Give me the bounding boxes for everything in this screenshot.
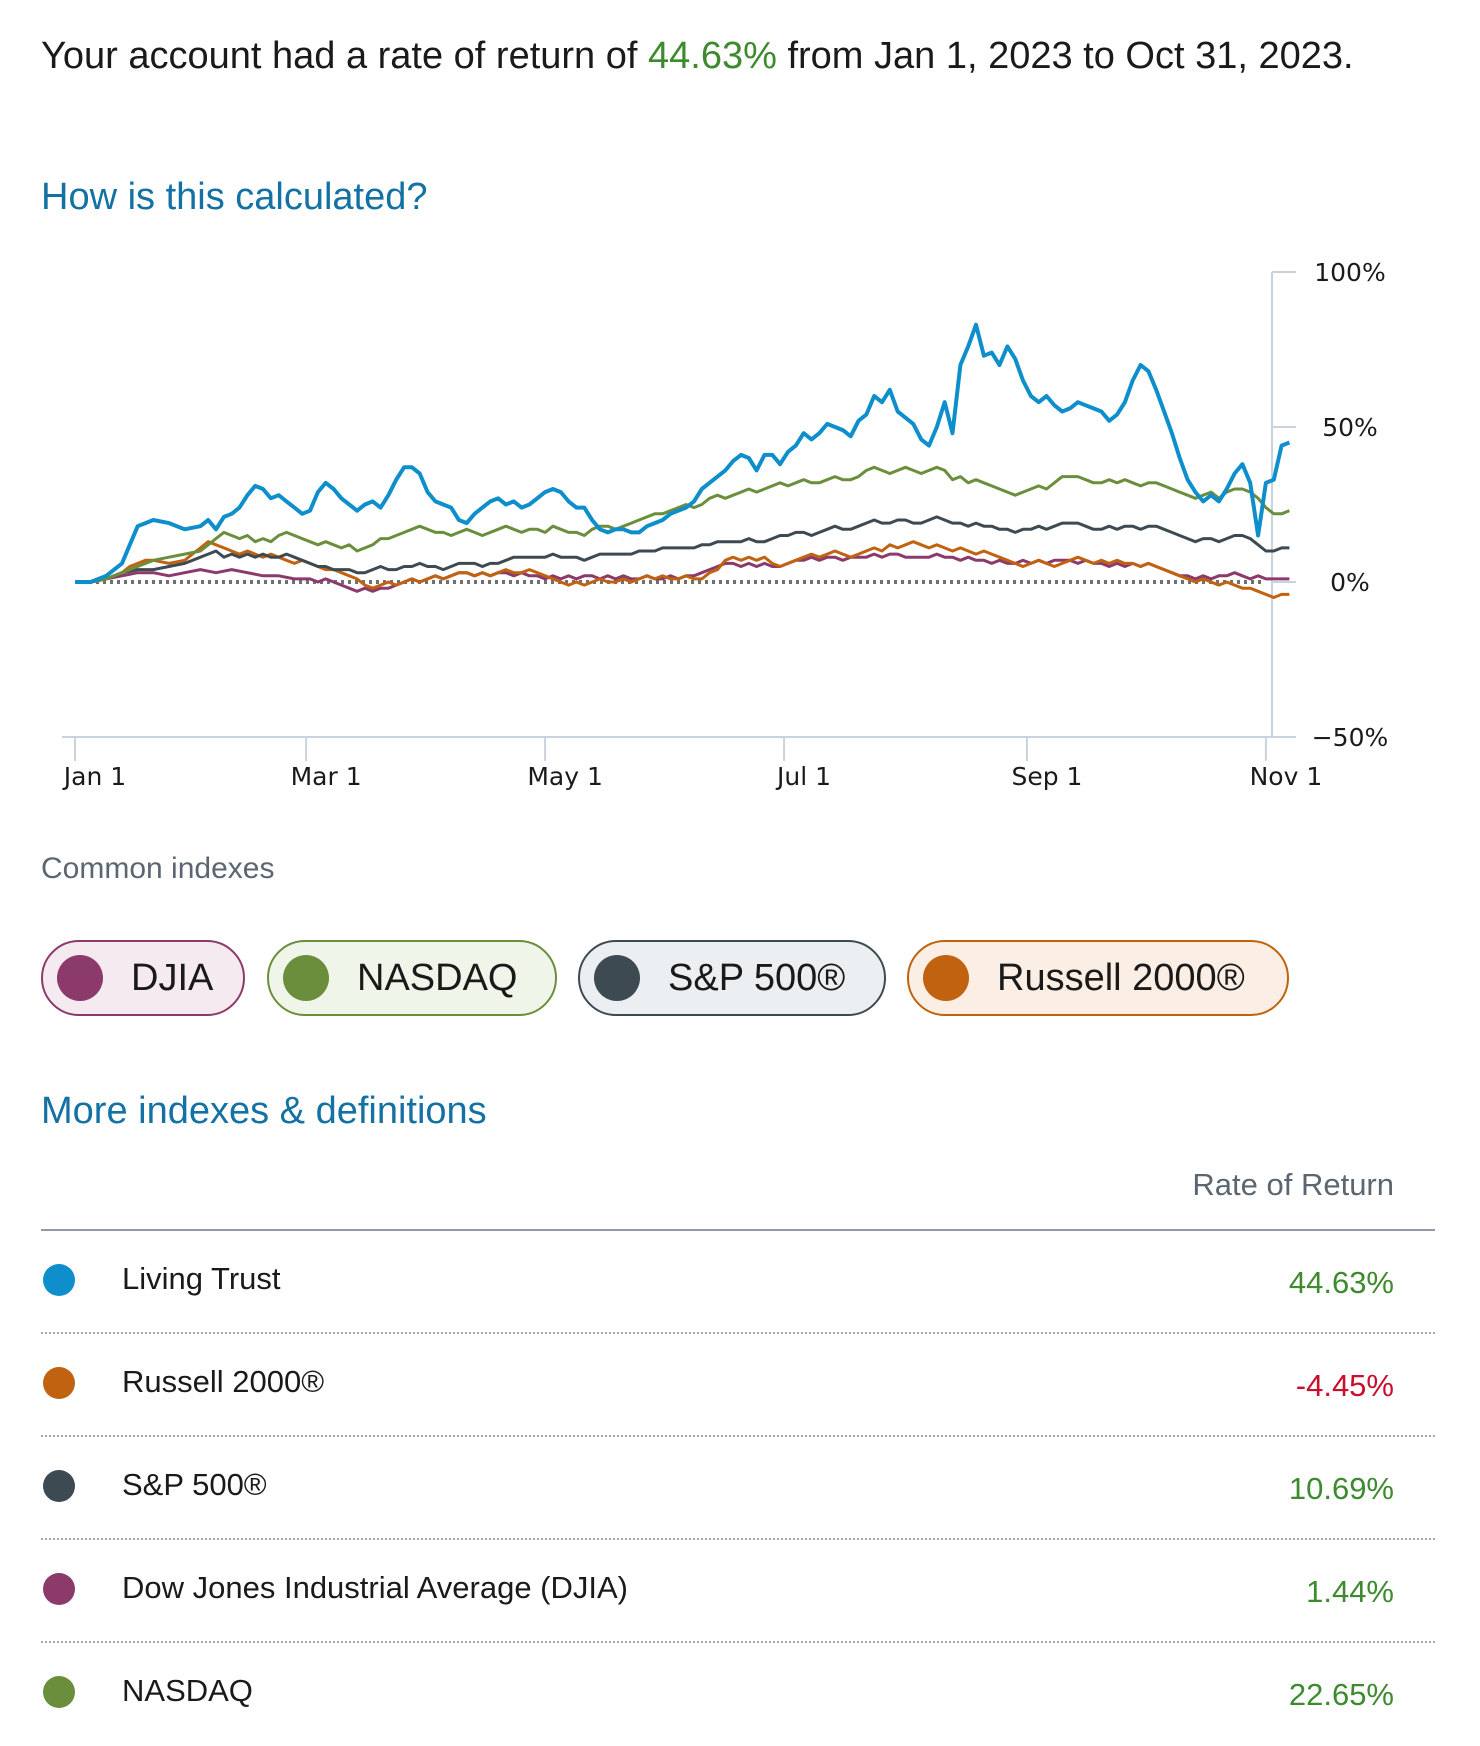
chart-tick-labels: 100% 50% 0% −50% Jan 1 Mar 1 May 1 Jul 1 Sep 1 No… [62,258,1388,791]
row-rate-of-return: 10.69% [1288,1471,1394,1506]
summary-rate: 44.63% [648,35,777,77]
row-rate-of-return: 1.44% [1306,1574,1394,1609]
table-row: Russell 2000® -4.45% [41,1334,1435,1437]
x-tick-label: Jul 1 [775,762,831,791]
more-indexes-link[interactable]: More indexes & definitions [41,1090,487,1132]
x-tick-label: May 1 [527,762,603,791]
rate-of-return-column-header: Rate of Return [1192,1167,1394,1202]
series-color-dot [43,1264,75,1296]
series-line-nasdaq [75,465,1290,584]
table-row: S&P 500® 10.69% [41,1437,1435,1540]
row-name: Dow Jones Industrial Average (DJIA) [122,1570,628,1605]
summary-suffix: from Jan 1, 2023 to Oct 31, 2023. [776,35,1354,77]
row-name: Russell 2000® [122,1364,325,1399]
table-row: Living Trust 44.63% [41,1231,1435,1334]
x-tick-label: Sep 1 [1011,762,1082,791]
y-tick-label: −50% [1312,723,1389,752]
returns-table: Living Trust 44.63% Russell 2000® -4.45% S&P… [41,1231,1435,1746]
x-tick-label: Jan 1 [62,762,126,791]
chip-label: DJIA [131,956,214,999]
series-line-living-trust [75,322,1291,584]
row-name: Living Trust [122,1261,281,1296]
summary-prefix: Your account had a rate of return of [41,35,648,77]
index-chip-russell-2000[interactable]: Russell 2000® [907,940,1289,1016]
index-chip-s-p-500[interactable]: S&P 500® [578,940,886,1016]
table-row: NASDAQ 22.65% [41,1643,1435,1746]
chip-label: S&P 500® [668,956,846,999]
chart-series [75,322,1291,599]
chip-color-dot [923,955,969,1001]
chip-color-dot [283,955,329,1001]
x-tick-label: Mar 1 [291,762,362,791]
x-tick-label: Nov 1 [1250,762,1323,791]
returns-table-header: Rate of Return [41,1165,1435,1231]
row-name: S&P 500® [122,1467,267,1502]
series-color-dot [43,1573,75,1605]
series-line-russell-2000 [75,540,1290,599]
row-rate-of-return: -4.45% [1295,1368,1394,1403]
index-chip-djia[interactable]: DJIA [41,940,245,1016]
performance-chart: 100% 50% 0% −50% Jan 1 Mar 1 May 1 Jul 1 Sep 1 No… [62,258,1388,791]
y-tick-label: 100% [1314,258,1385,287]
series-line-s-p-500 [75,515,1290,584]
chip-color-dot [57,955,103,1001]
y-tick-label: 0% [1330,568,1370,597]
series-color-dot [43,1676,75,1708]
series-color-dot [43,1367,75,1399]
table-row: Dow Jones Industrial Average (DJIA) 1.44% [41,1540,1435,1643]
row-rate-of-return: 22.65% [1288,1677,1394,1712]
chart-axes [62,271,1296,761]
chip-color-dot [594,955,640,1001]
series-color-dot [43,1470,75,1502]
chip-label: Russell 2000® [997,956,1245,999]
row-name: NASDAQ [122,1673,253,1708]
how-calculated-link[interactable]: How is this calculated? [41,176,428,218]
common-indexes-label: Common indexes [41,852,275,885]
return-summary: Your account had a rate of return of 44.… [41,26,1421,86]
series-line-djia [75,552,1290,593]
y-tick-label: 50% [1322,413,1378,442]
row-rate-of-return: 44.63% [1288,1265,1394,1300]
chip-label: NASDAQ [357,956,518,999]
index-chip-nasdaq[interactable]: NASDAQ [267,940,557,1016]
